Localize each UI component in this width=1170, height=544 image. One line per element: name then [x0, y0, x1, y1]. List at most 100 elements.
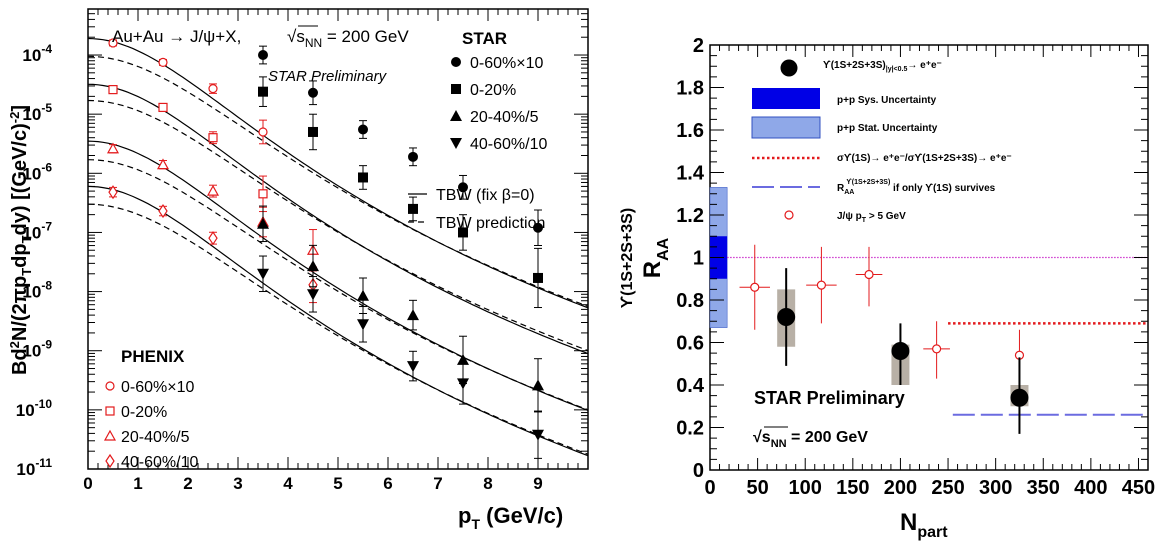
right-panel-raa: 0 50 100 150 200 250 300 350 400 450 0 0.2 0.4 0.6 0.8…	[619, 35, 1155, 541]
left-y-axis-label: Bd2N/(2πpTdpTdy) [(GeV/c)-2]	[7, 105, 34, 375]
left-data-points	[106, 38, 544, 459]
phenix-legend-marker	[105, 453, 115, 469]
star-point	[258, 86, 268, 97]
legend-jpsi-marker	[784, 210, 794, 220]
star-legend-label: 0-60%×10	[470, 55, 543, 72]
x-tick-label: 4	[283, 474, 293, 493]
star-point	[357, 319, 369, 331]
y-tick-label: 1.8	[676, 78, 704, 100]
left-x-axis-label: pT (GeV/c)	[458, 503, 563, 532]
star-point	[458, 182, 468, 193]
legend-only1s-label: RAAϒ(1S+2S+3S) if only ϒ(1S) survives	[837, 179, 996, 196]
tbw-fix-curve	[87, 83, 589, 355]
upsilon-point	[777, 308, 796, 326]
phenix-point	[108, 38, 118, 48]
phenix-legend: 0-60%×10 0-20% 20-40%/5 40-60%/10	[103, 379, 198, 471]
y-tick-label: 10-4	[22, 42, 52, 65]
y-tick-label: 1.4	[676, 163, 705, 185]
star-point	[358, 124, 368, 135]
left-watermark: STAR Preliminary	[268, 68, 388, 85]
star-point	[308, 126, 318, 137]
tbw-fix-curve	[87, 37, 589, 309]
legend-upsilon-marker	[780, 59, 798, 77]
phenix-legend-title: PHENIX	[121, 347, 185, 366]
x-tick-label: 250	[931, 477, 964, 499]
star-point	[532, 429, 544, 441]
phenix-legend-marker	[105, 381, 115, 391]
star-point	[407, 309, 419, 321]
y-tick-label: 10-9	[22, 338, 52, 361]
right-axis-ticks: 0 50 100 150 200 250 300 350 400 450 0 0.2 0.4 0.6 0.8…	[676, 35, 1155, 499]
x-tick-label: 7	[433, 474, 442, 493]
left-axis-ticks: 0 1 2 3 4 5 6 7 8 9 10-11 10-10 10-9 10-8 10-7 10-6 10-5…	[16, 9, 589, 493]
right-data-points	[739, 244, 1029, 434]
phenix-point	[208, 133, 218, 143]
phenix-legend-label: 0-60%×10	[121, 379, 194, 396]
right-reference-lines	[727, 256, 1148, 416]
phenix-legend-marker	[103, 429, 117, 441]
y-tick-label: 0.6	[676, 333, 704, 355]
star-legend-marker	[450, 138, 462, 149]
star-point	[307, 260, 319, 272]
star-legend: 0-60%×10 0-20% 20-40%/5 40-60%/10	[450, 55, 547, 153]
jpsi-point	[750, 282, 760, 292]
star-point	[457, 378, 469, 390]
upsilon-point	[891, 342, 910, 360]
star-point	[408, 151, 418, 162]
tbw-prediction-curve	[87, 203, 589, 455]
x-tick-label: 0	[704, 477, 715, 499]
y-tick-label: 1.2	[676, 205, 704, 227]
left-title: Au+Au → J/ψ+X,	[112, 27, 241, 46]
x-tick-label: 450	[1122, 477, 1155, 499]
x-tick-label: 350	[1027, 477, 1060, 499]
star-point	[457, 353, 469, 365]
x-tick-label: 6	[383, 474, 392, 493]
right-watermark: STAR Preliminary	[754, 388, 905, 408]
legend-pp-sys-label: p+p Sys. Uncertainty	[837, 95, 937, 106]
y-tick-label: 10-11	[16, 456, 52, 479]
phenix-point	[158, 102, 168, 113]
left-model-curves	[87, 37, 589, 457]
x-tick-label: 50	[746, 477, 768, 499]
star-legend-label: 40-60%/10	[470, 136, 547, 153]
right-y-axis-superscript: ϒ(1S+2S+3S)	[619, 208, 636, 308]
star-point	[408, 203, 418, 214]
right-x-axis-label: Npart	[900, 509, 948, 541]
phenix-legend-label: 0-20%	[121, 404, 167, 421]
left-energy-label: √sNN = 200 GeV	[287, 27, 409, 50]
x-tick-label: 100	[789, 477, 822, 499]
x-tick-label: 1	[133, 474, 142, 493]
legend-pp-stat-box	[751, 116, 821, 139]
x-tick-label: 0	[83, 474, 92, 493]
legend-jpsi-label: J/ψ pT > 5 GeV	[837, 211, 906, 224]
phenix-point	[108, 85, 118, 95]
star-point	[257, 268, 269, 280]
star-point	[533, 222, 543, 233]
jpsi-point	[932, 344, 942, 354]
legend-ratio-label: σϒ(1S)→ e⁺e⁻/σϒ(1S+2S+3S)→ e⁺e⁻	[837, 153, 1012, 164]
y-tick-label: 10-8	[22, 279, 52, 302]
star-legend-marker	[450, 110, 462, 121]
y-tick-label: 0	[693, 460, 704, 482]
star-legend-label: 0-20%	[470, 82, 516, 99]
y-tick-label: 10-7	[22, 219, 52, 242]
star-point	[407, 361, 419, 373]
phenix-legend-label: 40-60%/10	[121, 454, 198, 471]
y-tick-label: 0.8	[676, 290, 704, 312]
right-y-axis-label: RAA	[639, 237, 672, 278]
star-point	[257, 217, 269, 229]
tbw-prediction-curve	[87, 159, 589, 411]
x-tick-label: 200	[884, 477, 917, 499]
upsilon-point	[1010, 388, 1029, 407]
phenix-point	[158, 203, 168, 219]
phenix-point	[208, 231, 218, 246]
x-tick-label: 150	[836, 477, 869, 499]
legend-pp-sys-box	[752, 88, 820, 109]
star-point	[307, 289, 319, 301]
y-tick-label: 10-10	[16, 397, 53, 420]
y-tick-label: 1.6	[676, 120, 704, 142]
tbw-prediction-curve	[87, 55, 589, 307]
y-tick-label: 0.2	[676, 418, 704, 440]
x-tick-label: 300	[979, 477, 1012, 499]
